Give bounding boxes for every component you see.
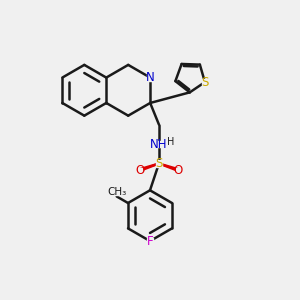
Bar (202, 79, 208, 86)
Bar (156, 160, 162, 167)
Text: N: N (146, 71, 154, 84)
Bar (176, 168, 181, 174)
Text: O: O (135, 164, 144, 177)
Text: S: S (201, 76, 208, 89)
Text: O: O (174, 164, 183, 177)
Bar (147, 238, 153, 244)
Bar (137, 168, 142, 174)
Text: F: F (147, 235, 153, 248)
Bar (147, 74, 153, 81)
Text: S: S (155, 157, 163, 170)
Text: NH: NH (150, 137, 168, 151)
Bar (154, 141, 164, 147)
Bar (110, 189, 123, 195)
Text: CH₃: CH₃ (107, 187, 126, 197)
Text: H: H (167, 137, 175, 147)
